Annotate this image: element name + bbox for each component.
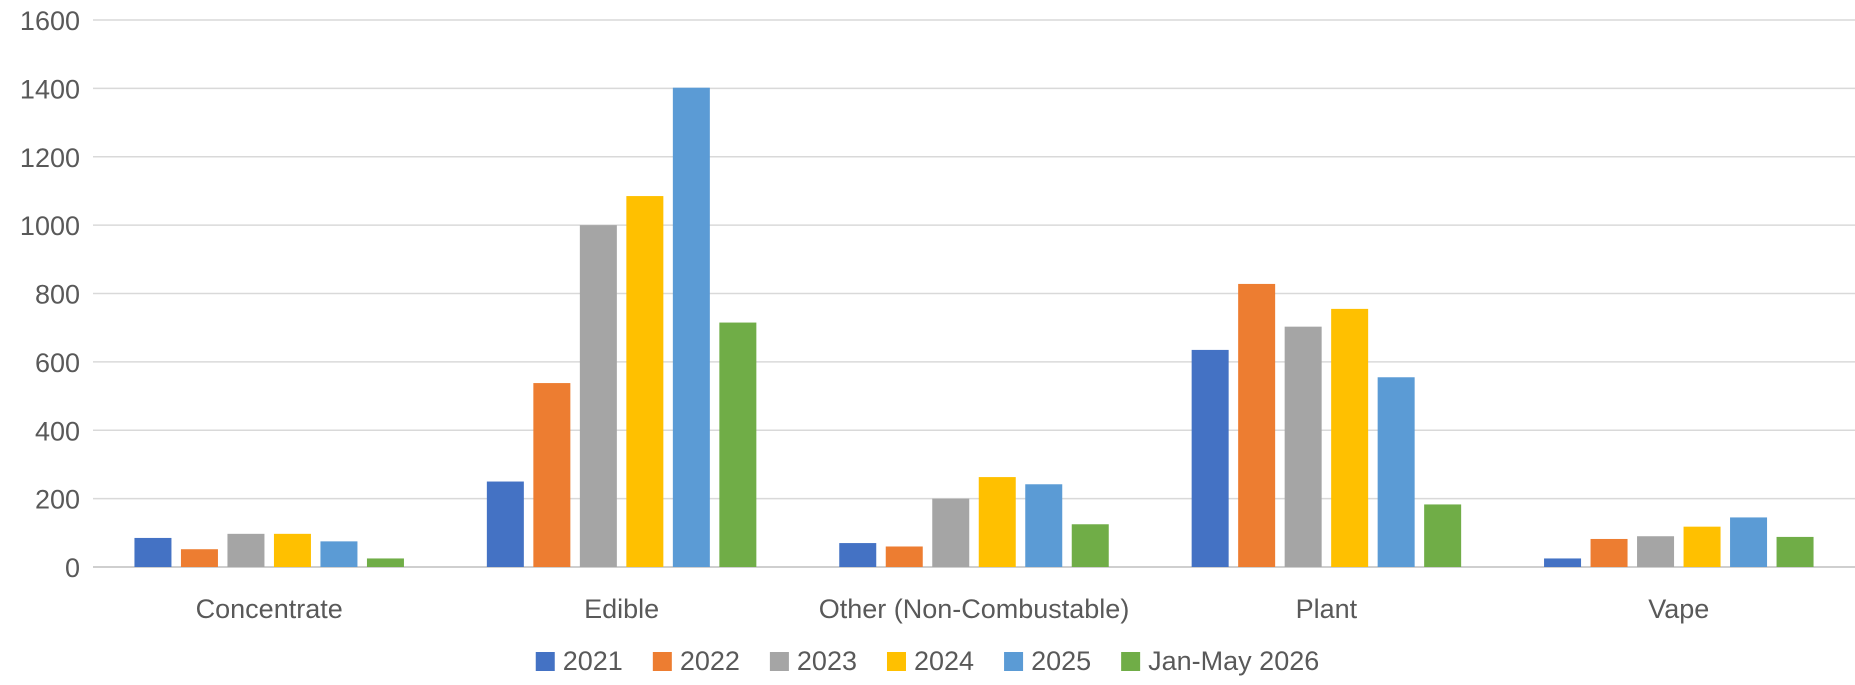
y-tick-label: 800 — [35, 280, 80, 310]
bar-jan-may-2026-other-non-combustable- — [1071, 524, 1109, 567]
bar-jan-may-2026-edible — [719, 322, 757, 567]
y-tick-label: 1000 — [20, 211, 80, 241]
bar-2024-vape — [1683, 526, 1721, 567]
bar-2024-plant — [1331, 308, 1369, 567]
bar-2023-concentrate — [227, 533, 265, 567]
bar-jan-may-2026-concentrate — [366, 558, 404, 567]
legend-swatch — [652, 652, 672, 671]
legend-swatch — [1121, 652, 1141, 671]
bar-2021-concentrate — [134, 537, 172, 567]
bar-2022-concentrate — [180, 549, 218, 567]
x-axis-categories: Concentrate Edible Other (Non-Combustable)… — [196, 594, 1710, 624]
legend-swatch — [1004, 652, 1024, 671]
bar-2022-vape — [1590, 538, 1628, 567]
bar-jan-may-2026-vape — [1776, 536, 1814, 567]
y-tick-label: 1400 — [20, 74, 80, 104]
legend-item: 2024 — [886, 646, 974, 676]
bar-2024-concentrate — [273, 533, 311, 567]
bar-jan-may-2026-plant — [1424, 504, 1462, 567]
legend-item: 2025 — [1004, 646, 1091, 676]
bar-2023-vape — [1637, 536, 1675, 567]
bar-2021-other-non-combustable- — [839, 543, 877, 567]
legend-label: 2022 — [680, 646, 740, 676]
legend-label: 2023 — [797, 646, 857, 676]
legend-item: 2021 — [535, 646, 623, 676]
x-category-label: Other (Non-Combustable) — [819, 594, 1130, 624]
legend-item: Jan-May 2026 — [1121, 646, 1319, 676]
legend-item: 2023 — [769, 646, 857, 676]
bar-2022-edible — [533, 383, 571, 567]
y-tick-label: 200 — [35, 485, 80, 515]
bar-2025-edible — [672, 87, 710, 567]
y-tick-label: 400 — [35, 416, 80, 446]
bar-2022-other-non-combustable- — [885, 546, 923, 567]
bars — [134, 87, 1814, 568]
y-tick-label: 1600 — [20, 6, 80, 36]
bar-2025-concentrate — [320, 541, 358, 567]
bar-2022-plant — [1238, 283, 1276, 567]
legend-item: 2022 — [652, 646, 740, 676]
gridlines — [93, 19, 1855, 568]
legend-label: Jan-May 2026 — [1148, 646, 1319, 676]
bar-2025-vape — [1730, 517, 1768, 567]
legend-swatch — [886, 652, 906, 671]
legend-label: 2024 — [914, 646, 974, 676]
bar-2021-plant — [1191, 349, 1229, 567]
x-category-label: Plant — [1296, 594, 1358, 624]
bar-2023-other-non-combustable- — [932, 498, 970, 567]
legend-swatch — [535, 652, 555, 671]
y-tick-label: 0 — [65, 553, 80, 583]
bar-2023-plant — [1284, 326, 1322, 567]
bar-2024-edible — [626, 196, 664, 568]
bar-2025-plant — [1377, 377, 1415, 567]
x-category-label: Vape — [1648, 594, 1709, 624]
y-tick-label: 600 — [35, 348, 80, 378]
legend-label: 2025 — [1031, 646, 1091, 676]
y-axis-ticks: 0 200 400 600 800 1000 1200 1400 1600 — [20, 6, 80, 583]
bar-2024-other-non-combustable- — [978, 477, 1016, 567]
bar-2021-edible — [486, 481, 524, 567]
legend-swatch — [769, 652, 789, 671]
bar-2025-other-non-combustable- — [1025, 484, 1063, 567]
x-category-label: Edible — [584, 594, 659, 624]
legend: 2021 2022 2023 2024 2025 Jan-May 2026 — [535, 646, 1319, 676]
bar-2023-edible — [579, 225, 617, 567]
bar-2021-vape — [1544, 558, 1582, 567]
legend-label: 2021 — [563, 646, 623, 676]
x-category-label: Concentrate — [196, 594, 343, 624]
y-tick-label: 1200 — [20, 143, 80, 173]
